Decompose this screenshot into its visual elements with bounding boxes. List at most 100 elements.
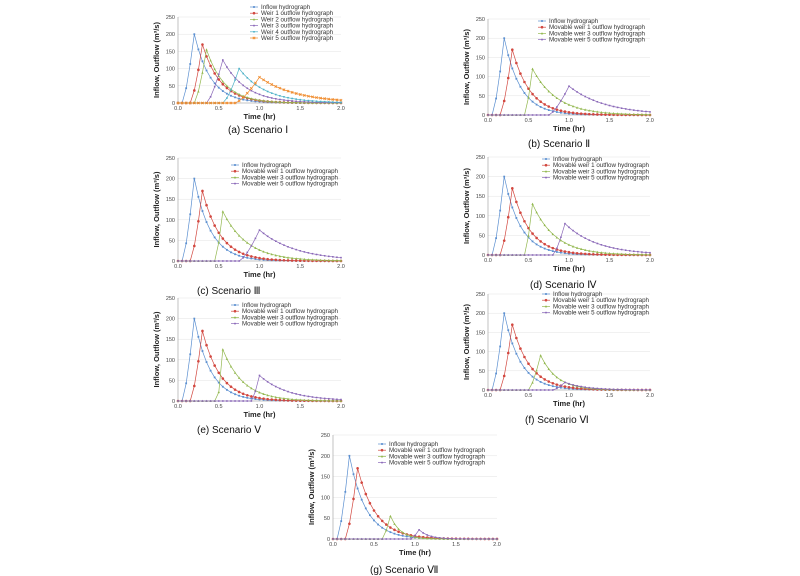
- y-tick-label: 250: [476, 155, 485, 161]
- point-w3-marker: [332, 538, 334, 540]
- point-w5-marker: [217, 101, 221, 105]
- point-w3-marker: [262, 94, 265, 97]
- point-w3-marker: [352, 538, 355, 540]
- point-w4-marker: [332, 101, 334, 103]
- point-w3-marker: [612, 247, 615, 249]
- legend-label: Inflow hydrograph: [261, 4, 311, 11]
- point-w4-marker: [315, 100, 318, 103]
- legend-label: Movable weir 1 outflow hydrograph: [553, 162, 650, 169]
- point-w2-marker: [417, 536, 421, 539]
- legend-entry: Weir 2 outflow hydrograph: [250, 16, 334, 23]
- point-w3-marker: [511, 114, 514, 116]
- y-tick-label: 200: [166, 177, 175, 183]
- series-line-w3: [178, 59, 342, 104]
- point-w5-marker: [315, 96, 319, 100]
- point-inflow-marker: [209, 369, 212, 372]
- point-w1-marker: [523, 80, 526, 84]
- point-w3-marker: [181, 260, 183, 262]
- point-inflow-marker: [503, 312, 506, 315]
- legend-entry: Inflow hydrograph: [231, 162, 292, 169]
- point-w3-marker: [616, 388, 619, 391]
- point-w3-marker: [471, 538, 474, 540]
- point-inflow-marker: [348, 454, 351, 457]
- point-w2-marker: [217, 240, 220, 244]
- legend-marker: [252, 36, 256, 40]
- point-w3-marker: [209, 96, 212, 98]
- point-w1-marker: [254, 256, 257, 259]
- point-w2-marker: [242, 238, 245, 241]
- point-w2-marker: [636, 113, 640, 116]
- point-w3-marker: [451, 537, 453, 540]
- point-inflow-marker: [205, 221, 208, 223]
- point-w4-marker: [283, 96, 285, 98]
- point-w1-marker: [604, 253, 607, 256]
- point-w1-marker: [225, 241, 229, 245]
- point-w3-marker: [327, 255, 330, 258]
- point-w2-marker: [270, 395, 273, 398]
- point-w2-marker: [290, 256, 294, 260]
- y-axis-label: Inflow, Outflow (m³/s): [307, 449, 316, 525]
- point-w3-marker: [426, 534, 429, 536]
- point-w1-marker: [527, 362, 530, 365]
- point-w3-marker: [213, 85, 216, 88]
- point-w1-marker: [241, 252, 245, 256]
- legend-label: Movable weir 5 outflow hydrograph: [549, 37, 646, 44]
- point-w1-marker: [543, 103, 546, 106]
- point-w2-marker: [559, 239, 563, 242]
- point-w3-marker: [547, 389, 550, 391]
- series-w3: [487, 381, 651, 391]
- point-w2-marker: [294, 257, 298, 260]
- point-w2-marker: [571, 245, 575, 248]
- point-inflow-marker: [393, 532, 396, 535]
- point-w2-marker: [258, 98, 261, 102]
- point-w3-marker: [539, 389, 542, 391]
- point-w2-marker: [624, 112, 627, 116]
- point-w2-marker: [282, 100, 286, 104]
- point-w1-marker: [209, 64, 212, 68]
- point-w3-marker: [608, 104, 611, 107]
- legend-marker: [545, 293, 547, 295]
- point-w3-marker: [340, 256, 342, 259]
- point-w3-marker: [488, 538, 490, 540]
- point-inflow-marker: [531, 375, 534, 378]
- point-w3-marker: [323, 397, 326, 400]
- y-tick-label: 0: [172, 399, 175, 405]
- point-w5-marker: [266, 80, 270, 84]
- point-w2-marker: [282, 255, 286, 258]
- point-w4-marker: [234, 79, 236, 81]
- point-w2-marker: [213, 67, 216, 71]
- point-w3-marker: [254, 91, 257, 94]
- point-inflow-marker: [238, 254, 241, 257]
- point-w1-marker: [286, 259, 290, 262]
- point-w2-marker: [197, 90, 200, 93]
- point-w3-marker: [250, 89, 253, 92]
- point-inflow-marker: [221, 90, 224, 92]
- point-w2-marker: [315, 399, 318, 402]
- point-inflow-marker: [364, 507, 367, 510]
- point-w3-marker: [499, 389, 501, 391]
- legend-label: Movable weir 3 outflow hydrograph: [242, 314, 339, 321]
- point-w1-marker: [237, 390, 241, 394]
- point-w1-marker: [567, 385, 571, 389]
- point-inflow-marker: [547, 384, 550, 386]
- point-w3-marker: [185, 260, 187, 262]
- chart-panel-6: 0 50 100 150 200 250 0.0 0.5 1.0 1.5 2.0 Time (hr) I…: [462, 291, 654, 426]
- panel-caption: (d) Scenario Ⅳ: [530, 280, 597, 291]
- point-w2-marker: [303, 398, 306, 402]
- point-w1-marker: [531, 232, 534, 235]
- point-inflow-marker: [499, 209, 502, 212]
- point-w2-marker: [575, 106, 579, 109]
- point-inflow-marker: [499, 345, 502, 348]
- point-w2-marker: [555, 375, 559, 379]
- point-w2-marker: [575, 246, 579, 249]
- point-w3-marker: [340, 538, 342, 540]
- point-w3-marker: [365, 538, 367, 540]
- point-w3-marker: [230, 260, 232, 262]
- point-w5-marker: [237, 99, 241, 103]
- point-w1-marker: [201, 43, 204, 46]
- legend-label: Movable weir 1 outflow hydrograph: [553, 297, 650, 304]
- point-inflow-marker: [555, 251, 558, 253]
- point-w3-marker: [568, 382, 570, 385]
- point-w3-marker: [596, 100, 599, 103]
- point-w3-marker: [499, 254, 501, 256]
